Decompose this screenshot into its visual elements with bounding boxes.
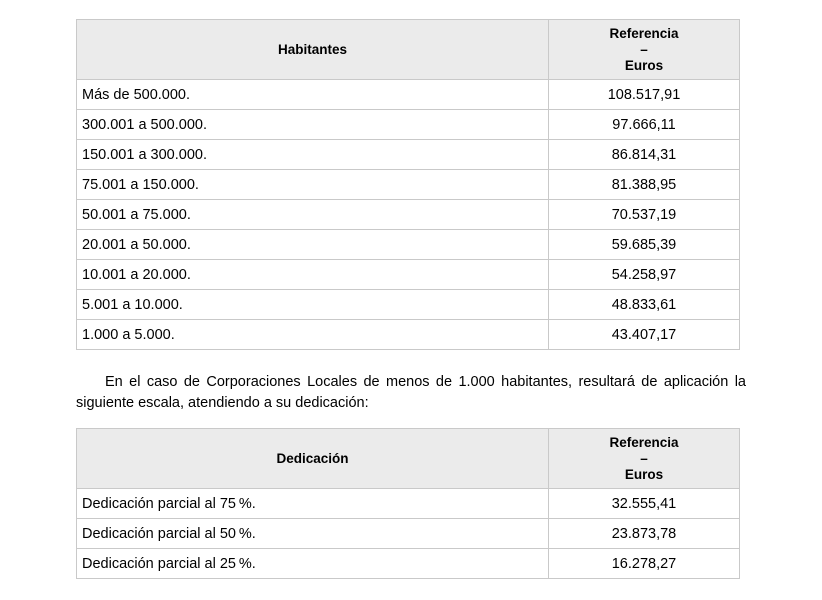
referencia-value: 32.555,41 [548,488,740,519]
referencia-value: 70.537,19 [548,199,740,230]
table-row: 50.001 a 75.000. 70.537,19 [76,199,740,230]
table-header-row: Habitantes Referencia – Euros [76,19,740,80]
table-row: 5.001 a 10.000. 48.833,61 [76,289,740,320]
habitantes-range: 150.001 a 300.000. [76,139,549,170]
referencia-value: 43.407,17 [548,319,740,350]
referencia-value: 86.814,31 [548,139,740,170]
dedicacion-label: Dedicación parcial al 75 %. [76,488,549,519]
habitantes-range: 5.001 a 10.000. [76,289,549,320]
habitantes-range: 10.001 a 20.000. [76,259,549,290]
referencia-value: 81.388,95 [548,169,740,200]
table-row: 75.001 a 150.000. 81.388,95 [76,169,740,200]
table-row: Dedicación parcial al 25 %. 16.278,27 [76,548,740,579]
dedicacion-table: Dedicación Referencia – Euros Dedicación… [76,428,740,579]
table-row: Dedicación parcial al 50 %. 23.873,78 [76,518,740,549]
referencia-value: 54.258,97 [548,259,740,290]
referencia-value: 16.278,27 [548,548,740,579]
habitantes-column-header: Habitantes [76,19,549,80]
dedicacion-column-header: Dedicación [76,428,549,489]
referencia-value: 108.517,91 [548,79,740,110]
referencia-value: 97.666,11 [548,109,740,140]
dedicacion-label: Dedicación parcial al 25 %. [76,548,549,579]
habitantes-range: 75.001 a 150.000. [76,169,549,200]
referencia-value: 59.685,39 [548,229,740,260]
table-header-row: Dedicación Referencia – Euros [76,428,740,489]
referencia-euros-column-header: Referencia – Euros [548,19,740,80]
document-content: Habitantes Referencia – Euros Más de 500… [76,19,746,579]
table-row: Más de 500.000. 108.517,91 [76,79,740,110]
referencia-value: 48.833,61 [548,289,740,320]
table-row: 150.001 a 300.000. 86.814,31 [76,139,740,170]
referencia-euros-column-header: Referencia – Euros [548,428,740,489]
table-row: Dedicación parcial al 75 %. 32.555,41 [76,488,740,519]
intro-paragraph: En el caso de Corporaciones Locales de m… [76,374,746,411]
table-row: 20.001 a 50.000. 59.685,39 [76,229,740,260]
habitantes-range: 300.001 a 500.000. [76,109,549,140]
habitantes-range: 20.001 a 50.000. [76,229,549,260]
dedicacion-label: Dedicación parcial al 50 %. [76,518,549,549]
habitantes-range: 1.000 a 5.000. [76,319,549,350]
habitantes-range: Más de 500.000. [76,79,549,110]
table-row: 10.001 a 20.000. 54.258,97 [76,259,740,290]
habitantes-range: 50.001 a 75.000. [76,199,549,230]
referencia-value: 23.873,78 [548,518,740,549]
table-row: 1.000 a 5.000. 43.407,17 [76,319,740,350]
habitantes-table: Habitantes Referencia – Euros Más de 500… [76,19,740,350]
table-row: 300.001 a 500.000. 97.666,11 [76,109,740,140]
